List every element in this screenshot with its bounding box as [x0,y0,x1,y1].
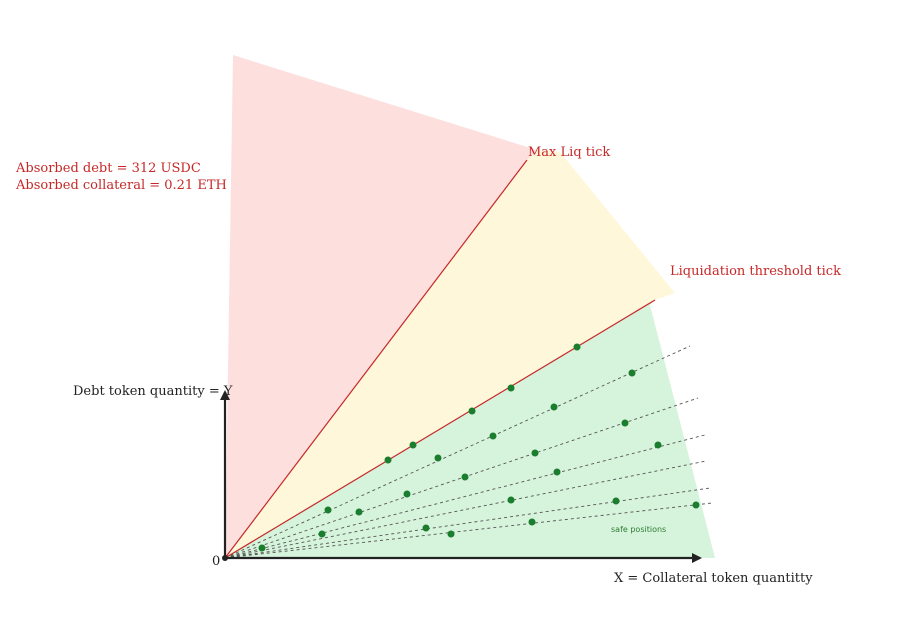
position-dot [553,468,561,476]
guide-line [224,487,711,559]
position-dot [528,518,536,526]
origin-point [222,555,228,561]
position-dot [355,508,363,516]
liquidation-threshold-tick-line [224,299,656,559]
liquidation-zone [225,150,675,558]
guide-line [224,345,691,559]
position-guide-lines [224,345,713,559]
guide-line [224,397,699,559]
liquidated-zone [225,55,537,558]
position-dots [258,343,700,552]
safe-zone [225,300,715,558]
position-dot [628,369,636,377]
position-dot [447,530,455,538]
absorbed-debt-text: Absorbed debt = 312 USDC [16,161,201,176]
liquidation-threshold-tick-label: Liquidation threshold tick [670,264,841,279]
guide-line [224,434,706,559]
y-axis-label: Debt token quantity = Y [73,384,233,399]
position-dot [612,497,620,505]
x-axis-label: X = Collateral token quantitty [614,571,813,586]
position-dot [403,490,411,498]
position-dot [384,456,392,464]
origin-label: 0 [212,554,221,569]
position-dot [507,496,515,504]
position-dot [573,343,581,351]
position-dot [531,449,539,457]
position-dot [468,407,476,415]
guide-line [224,460,707,559]
safe-positions-label: safe positions [611,525,667,534]
position-dot [434,454,442,462]
position-dot [318,530,326,538]
position-dot [550,403,558,411]
position-dot [258,544,266,552]
position-dot [621,419,629,427]
position-dot [507,384,515,392]
absorbed-collateral-text: Absorbed collateral = 0.21 ETH [16,178,227,193]
position-dot [409,441,417,449]
position-dot [654,441,662,449]
max-liq-tick-label: Max Liq tick [528,145,611,160]
position-dot [692,501,700,509]
position-dot [489,432,497,440]
position-dot [461,473,469,481]
guide-line [224,502,713,559]
position-dot [422,524,430,532]
position-dot [324,506,332,514]
max-liq-tick-line [224,159,528,559]
